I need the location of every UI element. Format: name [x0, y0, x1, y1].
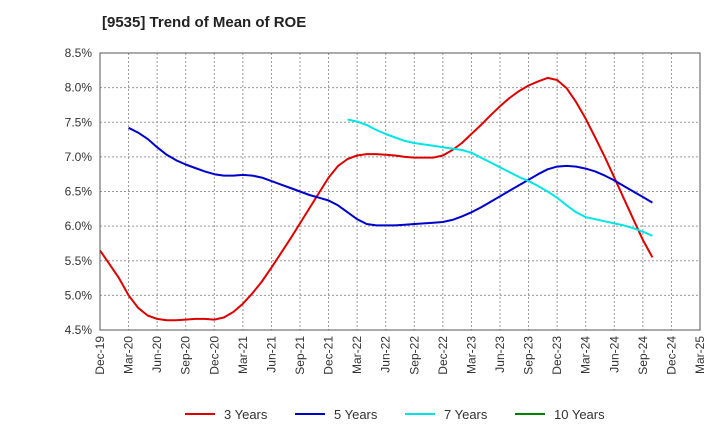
x-tick-label: Dec-24: [664, 336, 678, 375]
legend-label: 3 Years: [224, 407, 268, 422]
x-tick-label: Sep-24: [636, 336, 650, 375]
y-tick-label: 7.0%: [65, 150, 93, 164]
x-tick-label: Sep-21: [293, 336, 307, 375]
x-tick-label: Mar-23: [464, 336, 478, 374]
x-tick-label: Dec-22: [436, 336, 450, 375]
legend-label: 5 Years: [334, 407, 378, 422]
plot-border: [99, 52, 701, 331]
x-tick-label: Mar-22: [350, 336, 364, 374]
chart-title: [9535] Trend of Mean of ROE: [102, 14, 307, 31]
x-tick-label: Dec-20: [207, 336, 221, 375]
x-tick-label: Jun-21: [264, 336, 278, 373]
y-tick-label: 8.0%: [65, 81, 93, 95]
series-line-3-years: [99, 76, 654, 322]
legend-label: 7 Years: [444, 407, 488, 422]
x-axis-ticks: Dec-19 Mar-20 Jun-20 Sep-20 Dec-20 Mar-21 Jun-…: [93, 336, 707, 375]
y-tick-label: 7.5%: [65, 115, 93, 129]
x-tick-label: Dec-21: [322, 336, 336, 375]
y-tick-label: 8.5%: [65, 46, 93, 60]
legend-label: 10 Years: [554, 407, 605, 422]
y-axis-ticks: 4.5% 5.0% 5.5% 6.0% 6.5% 7.0% 7.5% 8.0% 8.5%: [65, 46, 93, 337]
series-line-5-years: [128, 126, 653, 227]
legend: 3 Years 5 Years 7 Years 10 Years: [185, 407, 605, 422]
x-tick-label: Jun-23: [493, 336, 507, 373]
x-tick-label: Jun-24: [607, 336, 621, 373]
x-tick-label: Sep-22: [407, 336, 421, 375]
x-tick-label: Mar-25: [693, 336, 707, 374]
series-line-7-years: [347, 118, 653, 237]
x-tick-label: Dec-23: [550, 336, 564, 375]
x-tick-label: Sep-23: [522, 336, 536, 375]
x-tick-label: Jun-20: [150, 336, 164, 373]
y-tick-label: 4.5%: [65, 323, 93, 337]
y-tick-label: 5.0%: [65, 288, 93, 302]
x-tick-label: Sep-20: [179, 336, 193, 375]
x-tick-label: Mar-20: [122, 336, 136, 374]
x-tick-label: Mar-24: [579, 336, 593, 374]
series-lines: [99, 76, 654, 322]
y-tick-label: 6.5%: [65, 185, 93, 199]
x-tick-label: Dec-19: [93, 336, 107, 375]
x-tick-label: Jun-22: [379, 336, 393, 373]
y-tick-label: 5.5%: [65, 254, 93, 268]
y-tick-label: 6.0%: [65, 219, 93, 233]
x-tick-label: Mar-21: [236, 336, 250, 374]
